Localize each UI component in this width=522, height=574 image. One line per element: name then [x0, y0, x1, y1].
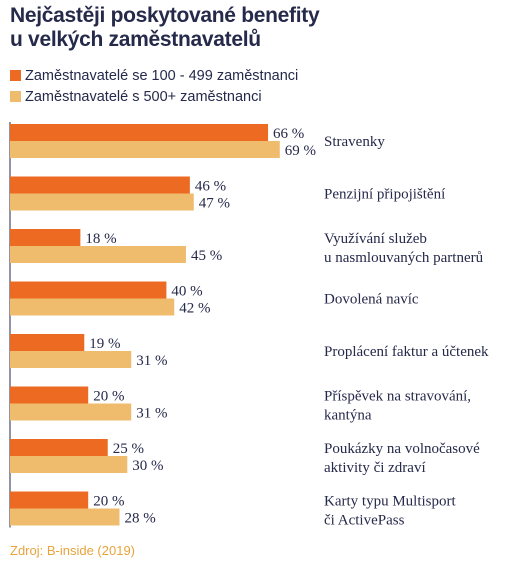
source-note: Zdroj: B-inside (2019) — [10, 543, 135, 558]
value-label-1-series-2: 69 % — [285, 143, 316, 159]
value-label-7-series-1: 25 % — [113, 441, 144, 457]
category-label-8-line-2: či ActivePass — [324, 513, 405, 529]
legend-label-series-2: Zaměstnavatelé s 500+ zaměstnanci — [25, 88, 262, 105]
bar-4-series-2 — [10, 298, 175, 316]
bar-4-series-1 — [10, 281, 167, 299]
value-label-5-series-1: 19 % — [89, 336, 120, 352]
value-label-1-series-1: 66 % — [273, 126, 304, 142]
category-label-3-line-2: u nasmlouvaných partnerů — [324, 250, 484, 266]
bar-2-series-1 — [10, 176, 190, 194]
category-label-7-line-2: aktivity či zdraví — [324, 460, 426, 476]
category-label-3-line-1: Využívání služeb — [324, 231, 427, 247]
value-label-5-series-2: 31 % — [136, 353, 167, 369]
category-label-5: Proplácení faktur a účtenek — [324, 344, 489, 360]
value-label-6-series-2: 31 % — [136, 406, 167, 422]
value-label-2-series-2: 47 % — [199, 196, 230, 212]
category-label-8-line-1: Karty typu Multisport — [324, 494, 456, 510]
bar-3-series-1 — [10, 229, 81, 246]
bar-3-series-2 — [10, 246, 186, 263]
bar-1-series-2 — [10, 141, 280, 158]
legend-label-series-1: Zaměstnavatelé se 100 - 499 zaměstnanci — [25, 67, 299, 84]
bar-6-series-2 — [10, 403, 132, 421]
chart-title: Nejčastěji poskytované benefity u velkýc… — [10, 4, 320, 52]
value-label-8-series-2: 28 % — [124, 511, 155, 527]
category-label-6-line-2: kantýna — [324, 408, 372, 424]
bar-7-series-2 — [10, 456, 128, 473]
category-label-2: Penzijní připojištění — [324, 187, 445, 203]
legend-item-series-1: Zaměstnavatelé se 100 - 499 zaměstnanci — [10, 65, 298, 86]
category-label-4: Dovolená navíc — [324, 292, 419, 308]
bar-5-series-2 — [10, 351, 132, 368]
bar-5-series-1 — [10, 334, 85, 351]
chart-title-line-2: u velkých zaměstnavatelů — [10, 28, 261, 51]
bar-8-series-2 — [10, 508, 120, 526]
legend-swatch-series-1 — [10, 70, 21, 81]
value-label-6-series-1: 20 % — [93, 389, 124, 405]
bar-1-series-1 — [10, 124, 269, 141]
value-label-4-series-1: 40 % — [171, 284, 202, 300]
value-label-4-series-2: 42 % — [179, 301, 210, 317]
bar-8-series-1 — [10, 491, 89, 509]
value-label-7-series-2: 30 % — [132, 458, 163, 474]
legend-item-series-2: Zaměstnavatelé s 500+ zaměstnanci — [10, 86, 298, 107]
value-label-3-series-1: 18 % — [85, 231, 116, 247]
value-label-3-series-2: 45 % — [191, 248, 222, 264]
value-label-2-series-1: 46 % — [195, 179, 226, 195]
category-label-7-line-1: Poukázky na volnočasové — [324, 441, 480, 457]
legend-swatch-series-2 — [10, 91, 21, 102]
bar-6-series-1 — [10, 386, 89, 404]
category-label-1: Stravenky — [324, 134, 385, 150]
legend: Zaměstnavatelé se 100 - 499 zaměstnanci … — [10, 65, 298, 107]
category-label-6-line-1: Příspěvek na stravování, — [324, 389, 471, 405]
chart-title-line-1: Nejčastěji poskytované benefity — [10, 4, 320, 27]
value-label-8-series-1: 20 % — [93, 494, 124, 510]
bar-7-series-1 — [10, 439, 108, 456]
bar-2-series-2 — [10, 193, 194, 211]
